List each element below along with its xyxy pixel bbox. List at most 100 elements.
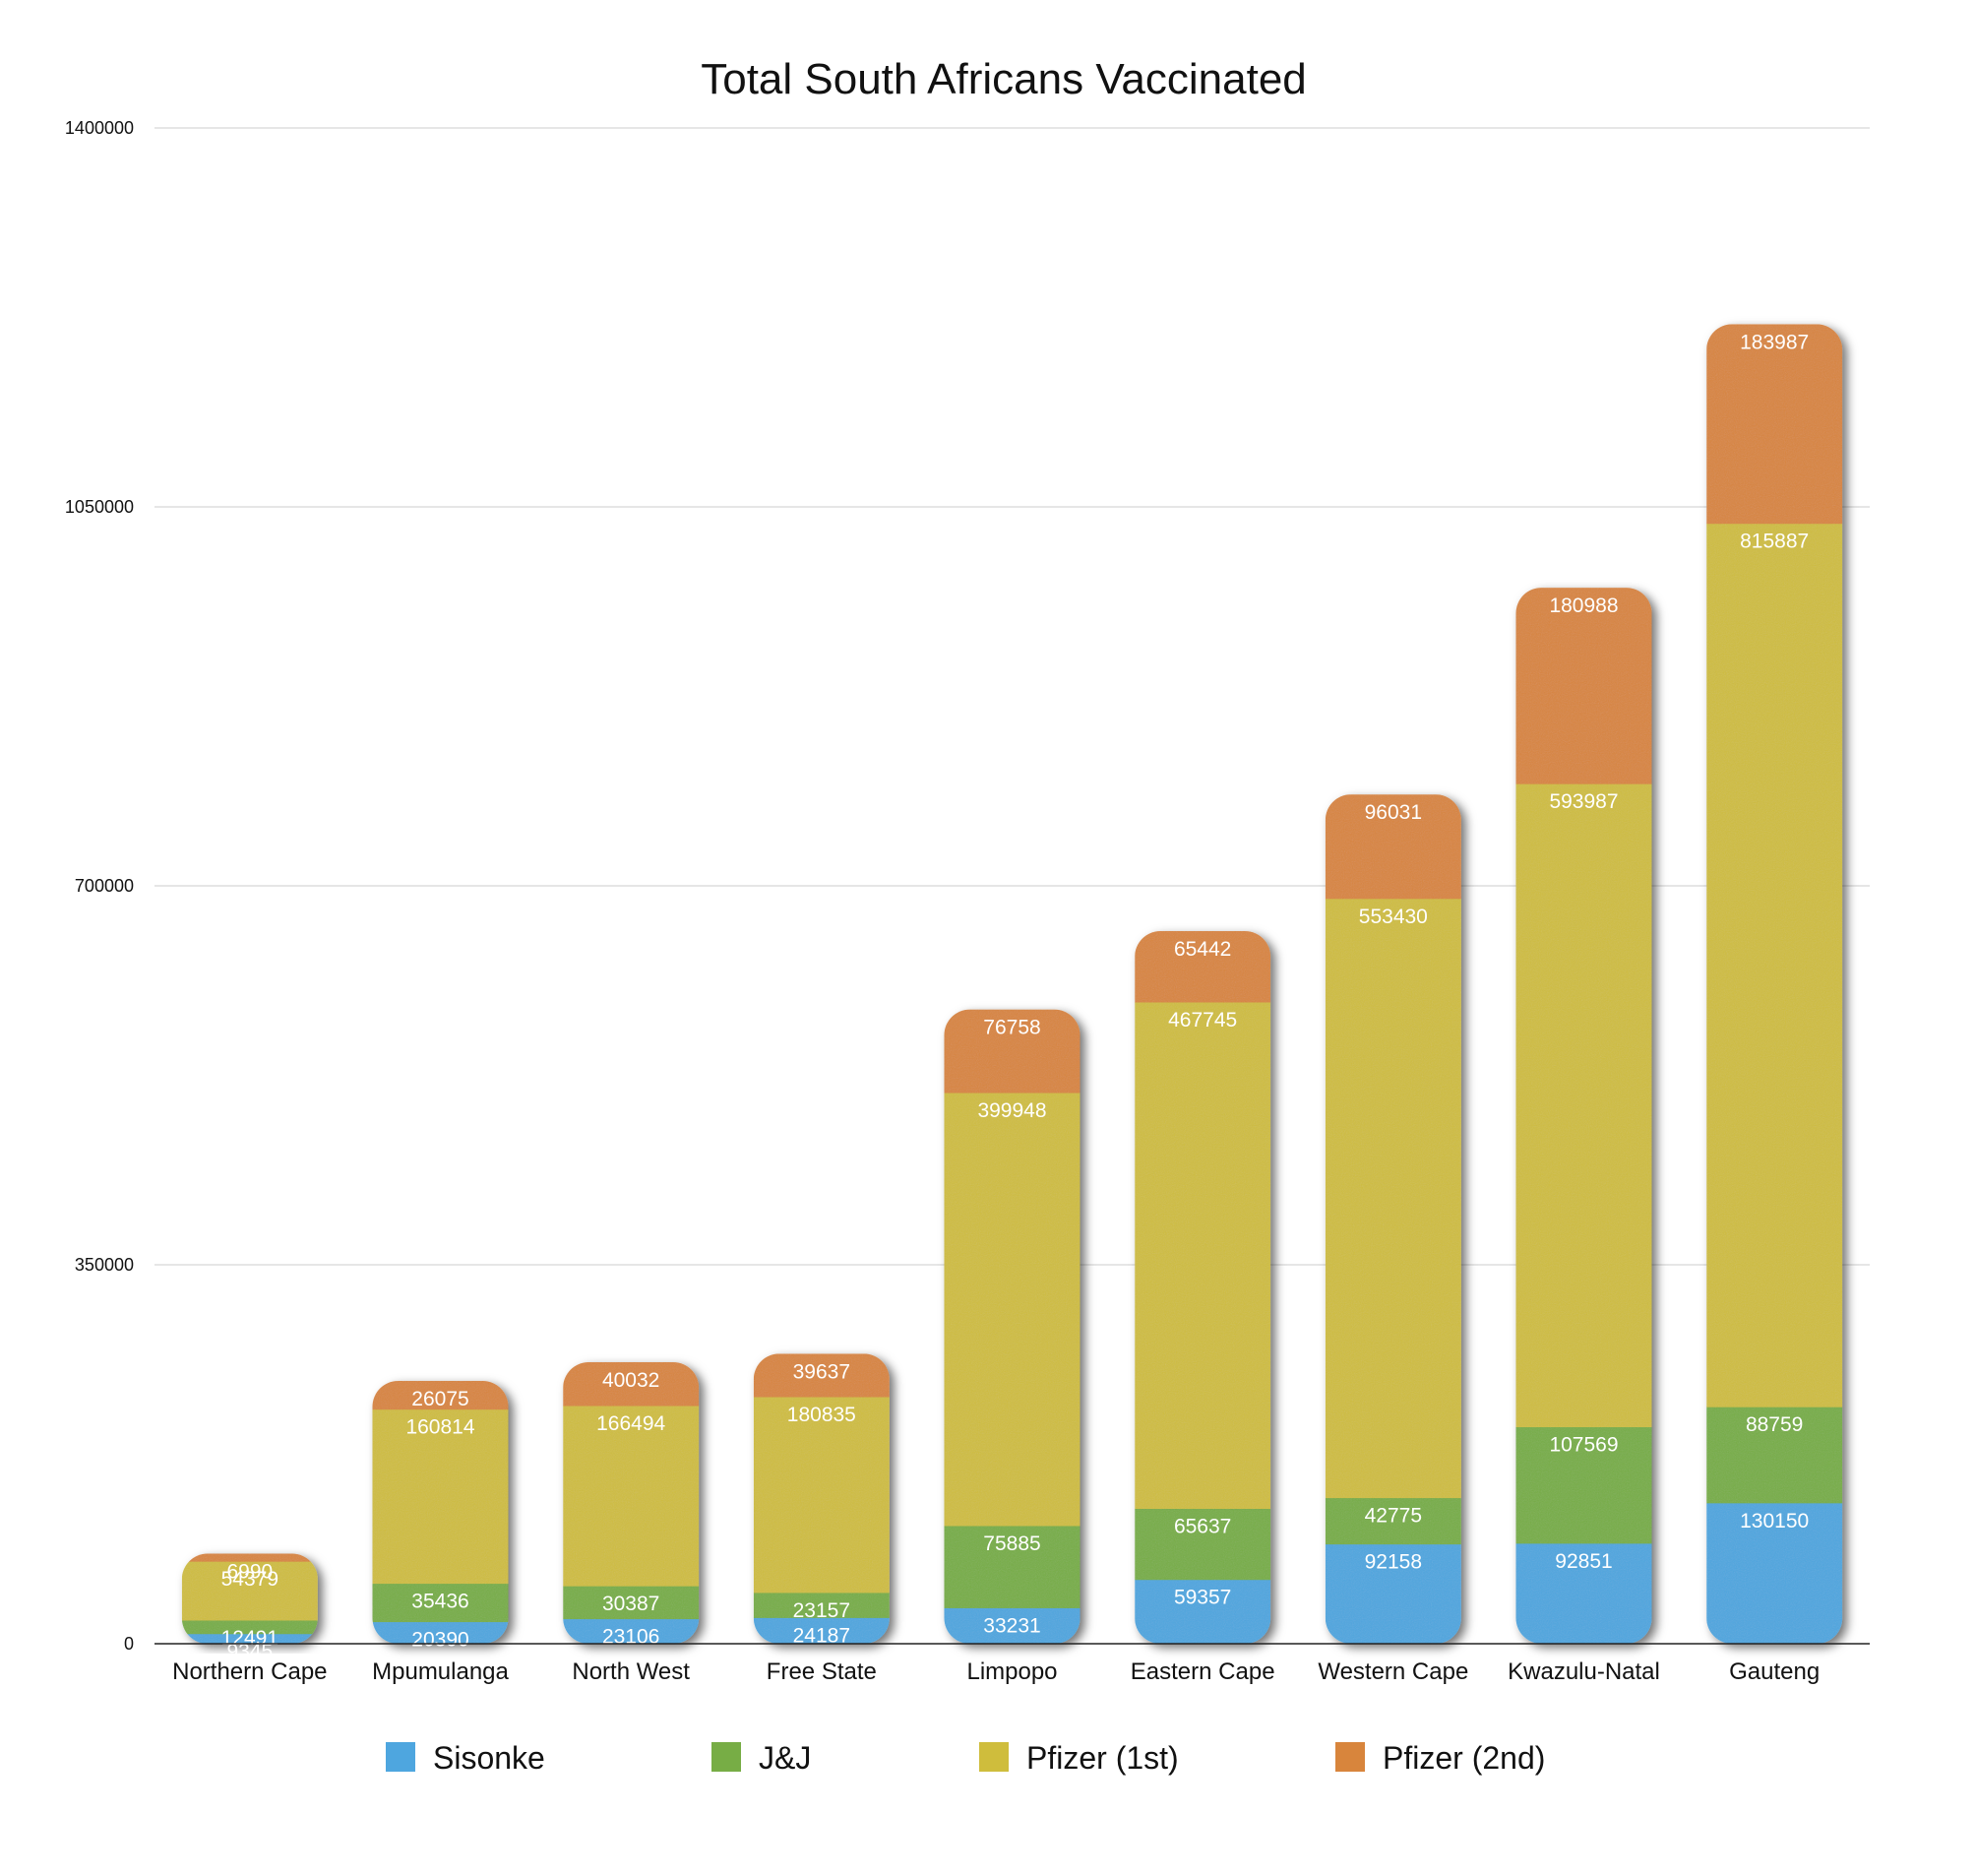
bar-segment [1135,1001,1271,1510]
bar-segment [1515,1426,1652,1544]
bar-segment [753,1592,890,1618]
bar-stack [1706,324,1843,1644]
bar-segment [1706,1407,1843,1504]
data-label: 65442 [1174,938,1231,961]
data-label: 96031 [1365,801,1422,824]
x-tick-label: Mpumulanga [372,1658,509,1685]
legend-swatch [386,1742,415,1772]
bar-segment [372,1381,509,1410]
data-label: 180835 [787,1404,856,1426]
data-label: 12491 [221,1627,278,1650]
bar-segment [372,1621,509,1645]
bar-segment [1325,1497,1461,1545]
data-label: 92851 [1555,1550,1612,1573]
bar-segment [753,1397,890,1594]
legend-swatch [711,1742,741,1772]
data-label: 26075 [411,1388,468,1410]
legend-swatch [1335,1742,1365,1772]
data-label: 54379 [221,1568,278,1591]
x-tick-label: Gauteng [1729,1658,1820,1685]
bar-segment [1515,588,1652,784]
data-label: 65637 [1174,1516,1231,1538]
bar-stack [1515,588,1652,1644]
bar-segment [1135,1508,1271,1581]
data-label: 9345 [226,1641,273,1663]
bar-stack [563,1361,700,1645]
data-label: 30387 [602,1593,659,1615]
bar-stack [181,1553,318,1644]
data-label: 399948 [977,1099,1046,1122]
bar-segment [753,1353,890,1398]
y-tick-label: 0 [124,1634,134,1654]
y-axis-ticks: 0 350000 700000 1050000 1400000 [65,118,134,1654]
bar-segment [1706,324,1843,525]
bar-stack [944,1009,1081,1644]
bar-segment [1135,1579,1271,1644]
chart-title: Total South Africans Vaccinated [701,55,1307,103]
data-label: 40032 [602,1369,659,1392]
bar-segment [563,1586,700,1620]
bar-segment [1325,794,1461,900]
bar-stack [372,1381,509,1645]
legend-label: Sisonke [433,1740,545,1776]
data-label: 23106 [602,1626,659,1649]
data-label: 160814 [405,1416,474,1439]
data-label: 166494 [596,1412,665,1435]
data-label: 180988 [1549,594,1618,617]
legend: Sisonke J&J Pfizer (1st) Pfizer (2nd) [386,1740,1545,1776]
bar-segment [944,1009,1081,1094]
bar-segment [372,1583,509,1623]
bar-segment [563,1406,700,1587]
legend-label: J&J [759,1740,811,1776]
bar-stack [753,1353,890,1644]
bar-segment [1135,931,1271,1003]
bar-segment [181,1553,318,1562]
bar-segment [1515,1542,1652,1644]
legend-label: Pfizer (1st) [1026,1740,1179,1776]
data-label: 92158 [1365,1551,1422,1574]
data-label: 23157 [793,1599,850,1622]
legend-item: Pfizer (2nd) [1335,1740,1545,1776]
bar-segment [563,1618,700,1645]
data-label: 75885 [983,1532,1040,1555]
data-label: 20390 [411,1629,468,1652]
x-axis-ticks: Northern Cape Mpumulanga North West Free St… [172,1658,1820,1685]
x-tick-label: Limpopo [966,1658,1057,1685]
bar-stack [1135,931,1271,1644]
data-label: 88759 [1746,1413,1803,1436]
data-label: 33231 [983,1614,1040,1637]
legend-label: Pfizer (2nd) [1383,1740,1545,1776]
data-label: 24187 [793,1624,850,1647]
bar-segment [1706,523,1843,1407]
x-tick-label: Northern Cape [172,1658,327,1685]
data-label: 35436 [411,1591,468,1613]
bar-segment [1325,898,1461,1499]
bar-segment [944,1607,1081,1644]
y-tick-label: 1050000 [65,497,134,517]
bars [181,324,1843,1645]
y-tick-label: 700000 [75,876,134,896]
x-tick-label: Eastern Cape [1131,1658,1275,1685]
x-tick-label: Free State [767,1658,877,1685]
bar-segment [181,1561,318,1621]
bar-segment [1706,1502,1843,1644]
bar-segment [1515,783,1652,1428]
data-label: 6990 [226,1560,273,1583]
data-label: 593987 [1549,790,1618,813]
data-label: 107569 [1549,1434,1618,1457]
bar-stack [1325,794,1461,1644]
data-label: 59357 [1174,1587,1231,1609]
data-label: 42775 [1365,1505,1422,1528]
y-tick-label: 1400000 [65,118,134,138]
x-tick-label: Western Cape [1318,1658,1468,1685]
bar-segment [753,1617,890,1644]
bar-segment [944,1525,1081,1608]
bar-segment [181,1633,318,1644]
legend-item: J&J [711,1740,811,1776]
x-tick-label: North West [572,1658,690,1685]
data-label: 183987 [1740,331,1809,353]
bar-segment [944,1093,1081,1527]
data-label: 39637 [793,1360,850,1383]
